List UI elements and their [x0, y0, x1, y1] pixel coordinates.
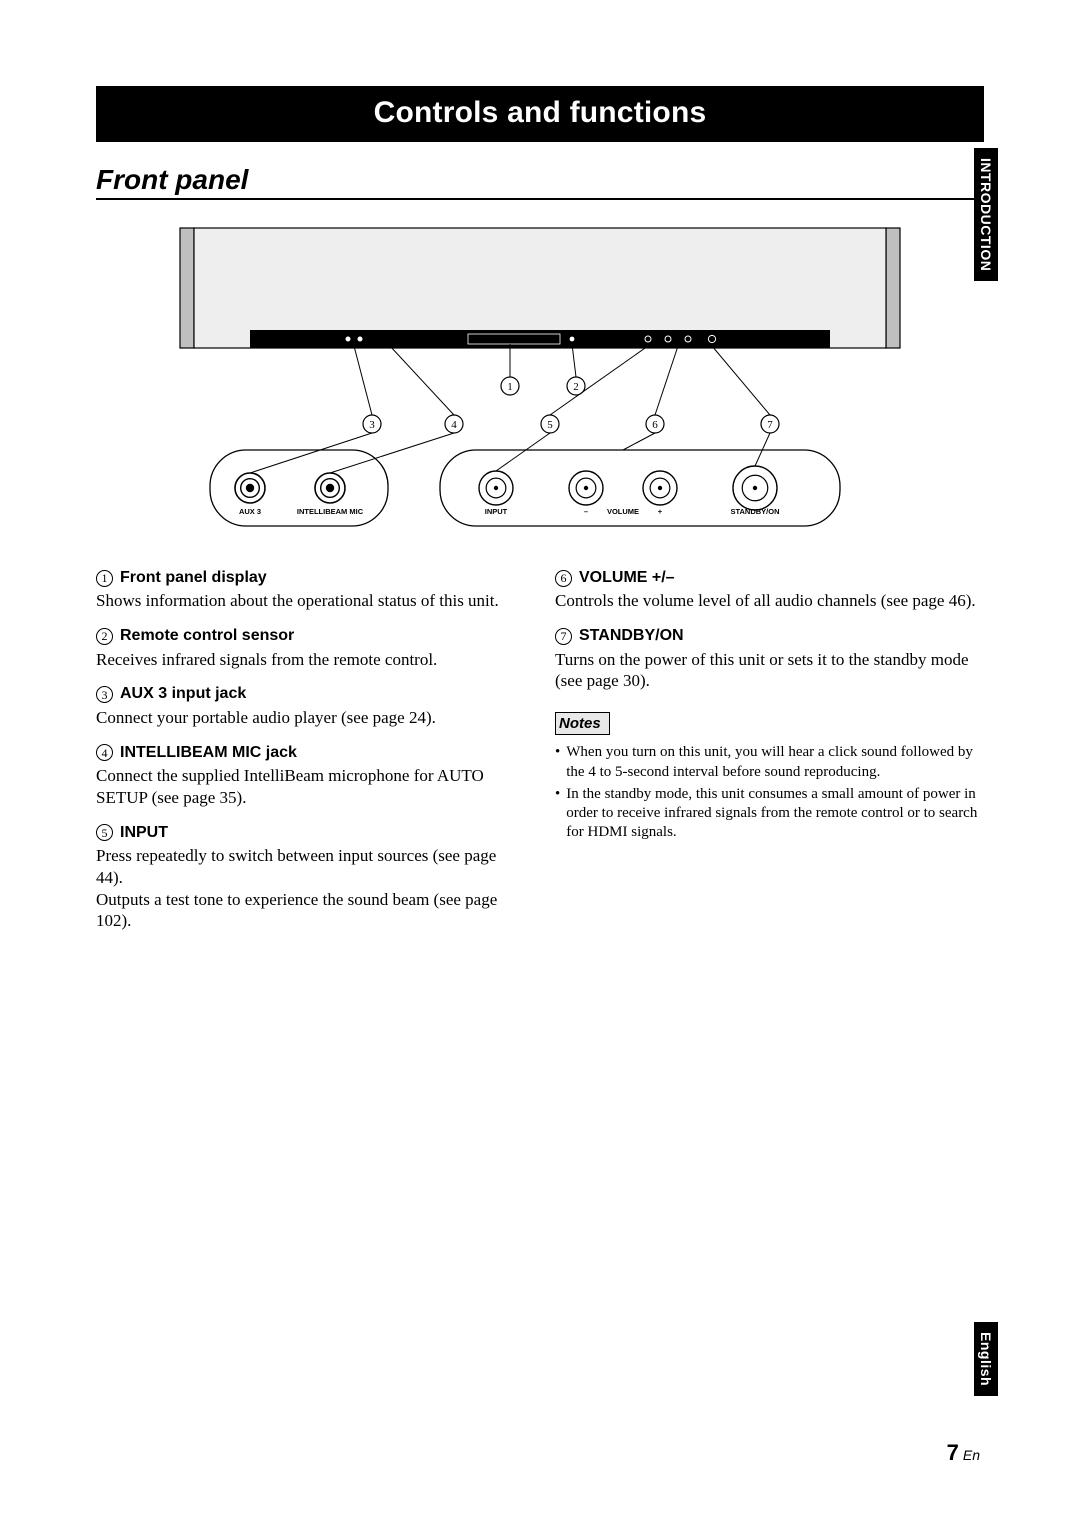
- description-item-head: 3 AUX 3 input jack: [96, 684, 525, 704]
- note-item: •When you turn on this unit, you will he…: [555, 743, 984, 781]
- callout-number-icon: 4: [96, 744, 113, 761]
- svg-text:–: –: [584, 507, 588, 516]
- note-text: When you turn on this unit, you will hea…: [566, 743, 984, 781]
- description-item-body: Shows information about the operational …: [96, 590, 525, 612]
- svg-text:5: 5: [547, 419, 553, 431]
- callout-number-icon: 2: [96, 628, 113, 645]
- page-number: 7En: [947, 1440, 980, 1466]
- description-item-head: 5 INPUT: [96, 823, 525, 843]
- description-item-body: Connect the supplied IntelliBeam microph…: [96, 765, 525, 809]
- front-panel-diagram: 1 2 3 4 5 6 7 AUX 3 INTELLIBEAM MIC INPUT – VOLUME +…: [160, 218, 920, 548]
- callout-number-icon: 6: [555, 570, 572, 587]
- svg-text:STANDBY/ON: STANDBY/ON: [730, 507, 779, 516]
- description-item-head: 1 Front panel display: [96, 568, 525, 588]
- notes-list: •When you turn on this unit, you will he…: [555, 743, 984, 842]
- callout-number-icon: 7: [555, 628, 572, 645]
- bullet-icon: •: [555, 743, 560, 781]
- description-item-title: INPUT: [120, 823, 168, 843]
- description-item: 2 Remote control sensor Receives infrared …: [96, 626, 525, 670]
- svg-text:+: +: [658, 507, 663, 516]
- description-item: 3 AUX 3 input jack Connect your portable a…: [96, 684, 525, 728]
- front-panel-diagram-wrap: 1 2 3 4 5 6 7 AUX 3 INTELLIBEAM MIC INPUT – VOLUME +…: [96, 218, 984, 548]
- bullet-icon: •: [555, 785, 560, 843]
- callout-number-icon: 1: [96, 570, 113, 587]
- section-tab-introduction: INTRODUCTION: [974, 148, 998, 281]
- description-item-title: INTELLIBEAM MIC jack: [120, 743, 297, 763]
- page-number-value: 7: [947, 1440, 959, 1465]
- svg-text:6: 6: [652, 419, 658, 431]
- svg-text:7: 7: [767, 419, 773, 431]
- description-item-head: 4 INTELLIBEAM MIC jack: [96, 743, 525, 763]
- svg-text:INPUT: INPUT: [485, 507, 508, 516]
- description-item-head: 2 Remote control sensor: [96, 626, 525, 646]
- callout-number-icon: 5: [96, 824, 113, 841]
- description-item: 4 INTELLIBEAM MIC jackConnect the supplie…: [96, 743, 525, 809]
- callout-number-icon: 3: [96, 686, 113, 703]
- description-item-body: Controls the volume level of all audio c…: [555, 590, 984, 612]
- description-item-head: 6 VOLUME +/–: [555, 568, 984, 588]
- description-columns: 1 Front panel displayShows information ab…: [96, 568, 984, 946]
- description-left-column: 1 Front panel displayShows information ab…: [96, 568, 525, 946]
- description-item-title: VOLUME +/–: [579, 568, 675, 588]
- svg-text:1: 1: [507, 381, 513, 393]
- description-item: 5 INPUTPress repeatedly to switch between…: [96, 823, 525, 932]
- description-item: 1 Front panel displayShows information ab…: [96, 568, 525, 612]
- svg-text:VOLUME: VOLUME: [607, 507, 639, 516]
- section-tab-english: English: [974, 1322, 998, 1396]
- description-item: 6 VOLUME +/–Controls the volume level of …: [555, 568, 984, 612]
- description-item-head: 7 STANDBY/ON: [555, 626, 984, 646]
- note-text: In the standby mode, this unit consumes …: [566, 785, 984, 843]
- notes-label: Notes: [555, 712, 610, 735]
- description-item-body: Press repeatedly to switch between input…: [96, 845, 525, 932]
- description-item-title: Front panel display: [120, 568, 267, 588]
- svg-text:AUX 3: AUX 3: [239, 507, 261, 516]
- subtitle-front-panel: Front panel: [96, 164, 984, 200]
- svg-text:2: 2: [573, 381, 579, 393]
- description-item: 7 STANDBY/ON Turns on the power of this un…: [555, 626, 984, 692]
- description-item-title: Remote control sensor: [120, 626, 294, 646]
- description-item-body: Connect your portable audio player (see …: [96, 707, 525, 729]
- description-item-body: Turns on the power of this unit or sets …: [555, 649, 984, 693]
- description-item-body: Receives infrared signals from the remot…: [96, 649, 525, 671]
- svg-text:4: 4: [451, 419, 457, 431]
- description-item-title: STANDBY/ON: [579, 626, 684, 646]
- svg-text:INTELLIBEAM MIC: INTELLIBEAM MIC: [297, 507, 364, 516]
- page-number-suffix: En: [963, 1447, 980, 1463]
- note-item: •In the standby mode, this unit consumes…: [555, 785, 984, 843]
- page-title-bar: Controls and functions: [96, 86, 984, 142]
- description-right-column: 6 VOLUME +/–Controls the volume level of …: [555, 568, 984, 946]
- description-item-title: AUX 3 input jack: [120, 684, 246, 704]
- svg-text:3: 3: [369, 419, 375, 431]
